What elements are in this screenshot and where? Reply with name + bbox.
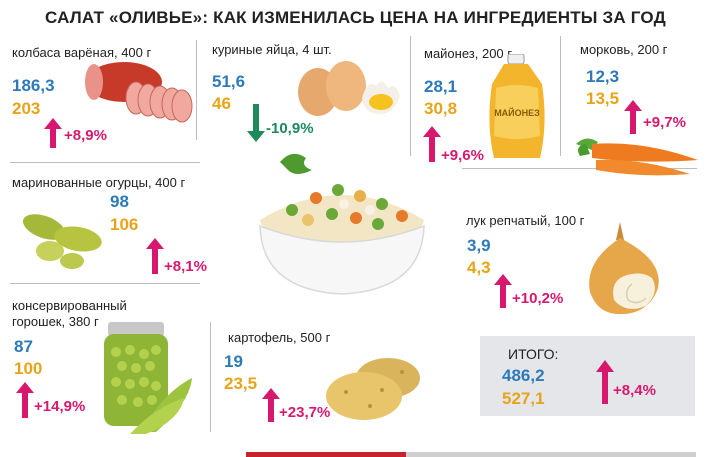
new-price-mayonnaise: 30,8	[424, 99, 458, 118]
eggs-icon	[298, 61, 400, 116]
peas-jar-icon	[104, 322, 192, 434]
divider	[210, 322, 211, 432]
item-label-peas-line2: горошек, 380 г	[12, 314, 99, 329]
item-label-eggs: куриные яйца, 4 шт.	[212, 42, 332, 57]
new-price-sausage: 203	[12, 99, 41, 118]
new-price-onion: 4,3	[467, 258, 491, 277]
onion-icon	[589, 222, 659, 315]
item-label-pickles: маринованные огурцы, 400 г	[12, 175, 186, 190]
total-new-price: 527,1	[502, 389, 545, 408]
item-label-carrot: морковь, 200 г	[580, 42, 668, 57]
change-eggs: -10,9%	[266, 120, 314, 137]
divider	[10, 162, 200, 163]
arrow-up-icon	[146, 238, 164, 274]
arrow-up-icon	[624, 100, 642, 134]
arrow-up-icon	[262, 388, 280, 422]
old-price-pickles: 98	[110, 192, 129, 211]
divider	[196, 40, 197, 140]
carrot-icon	[576, 138, 698, 176]
item-label-sausage: колбаса варёная, 400 г	[12, 45, 152, 60]
total-label: ИТОГО:	[508, 346, 559, 362]
item-label-onion: лук репчатый, 100 г	[466, 213, 585, 228]
arrow-up-icon	[596, 360, 614, 404]
item-label-mayonnaise: майонез, 200 г	[424, 46, 513, 61]
old-price-peas: 87	[14, 337, 33, 356]
salad-bowl-icon	[259, 153, 425, 295]
change-sausage: +8,9%	[64, 127, 107, 144]
change-mayonnaise: +9,6%	[441, 147, 484, 164]
new-price-peas: 100	[14, 359, 43, 378]
change-potato: +23,7%	[279, 404, 331, 421]
old-price-eggs: 51,6	[212, 72, 246, 91]
divider	[560, 36, 561, 156]
old-price-potato: 19	[224, 352, 243, 371]
page-title: САЛАТ «ОЛИВЬЕ»: КАК ИЗМЕНИЛАСЬ ЦЕНА НА И…	[45, 8, 666, 27]
footer-bar-accent	[246, 452, 406, 457]
item-label-potato: картофель, 500 г	[228, 330, 331, 345]
total-change: +8,4%	[613, 382, 656, 399]
divider	[410, 36, 411, 156]
new-price-carrot: 13,5	[586, 89, 620, 108]
divider	[10, 283, 200, 284]
new-price-eggs: 46	[212, 94, 231, 113]
new-price-pickles: 106	[110, 215, 139, 234]
total-box	[480, 336, 695, 416]
change-peas: +14,9%	[34, 398, 86, 415]
arrow-up-icon	[423, 126, 441, 162]
arrow-up-icon	[16, 382, 34, 418]
item-label-peas-line1: консервированный	[12, 298, 127, 313]
arrow-up-icon	[44, 118, 62, 148]
old-price-carrot: 12,3	[586, 67, 620, 86]
mayonnaise-icon: МАЙОНЕЗ	[489, 54, 545, 158]
divider	[462, 168, 697, 169]
old-price-mayonnaise: 28,1	[424, 77, 458, 96]
change-carrot: +9,7%	[643, 114, 686, 131]
new-price-potato: 23,5	[224, 374, 258, 393]
total-old-price: 486,2	[502, 366, 545, 385]
old-price-sausage: 186,3	[12, 76, 55, 95]
arrow-down-icon	[247, 104, 265, 142]
footer-bar	[406, 452, 696, 457]
old-price-onion: 3,9	[467, 236, 491, 255]
change-onion: +10,2%	[512, 290, 564, 307]
arrow-up-icon	[494, 274, 512, 308]
sausage-icon	[85, 62, 193, 123]
change-pickles: +8,1%	[164, 258, 207, 275]
potato-icon	[326, 358, 420, 420]
mayonnaise-pack-text: МАЙОНЕЗ	[494, 107, 540, 118]
pickles-icon	[22, 214, 102, 269]
